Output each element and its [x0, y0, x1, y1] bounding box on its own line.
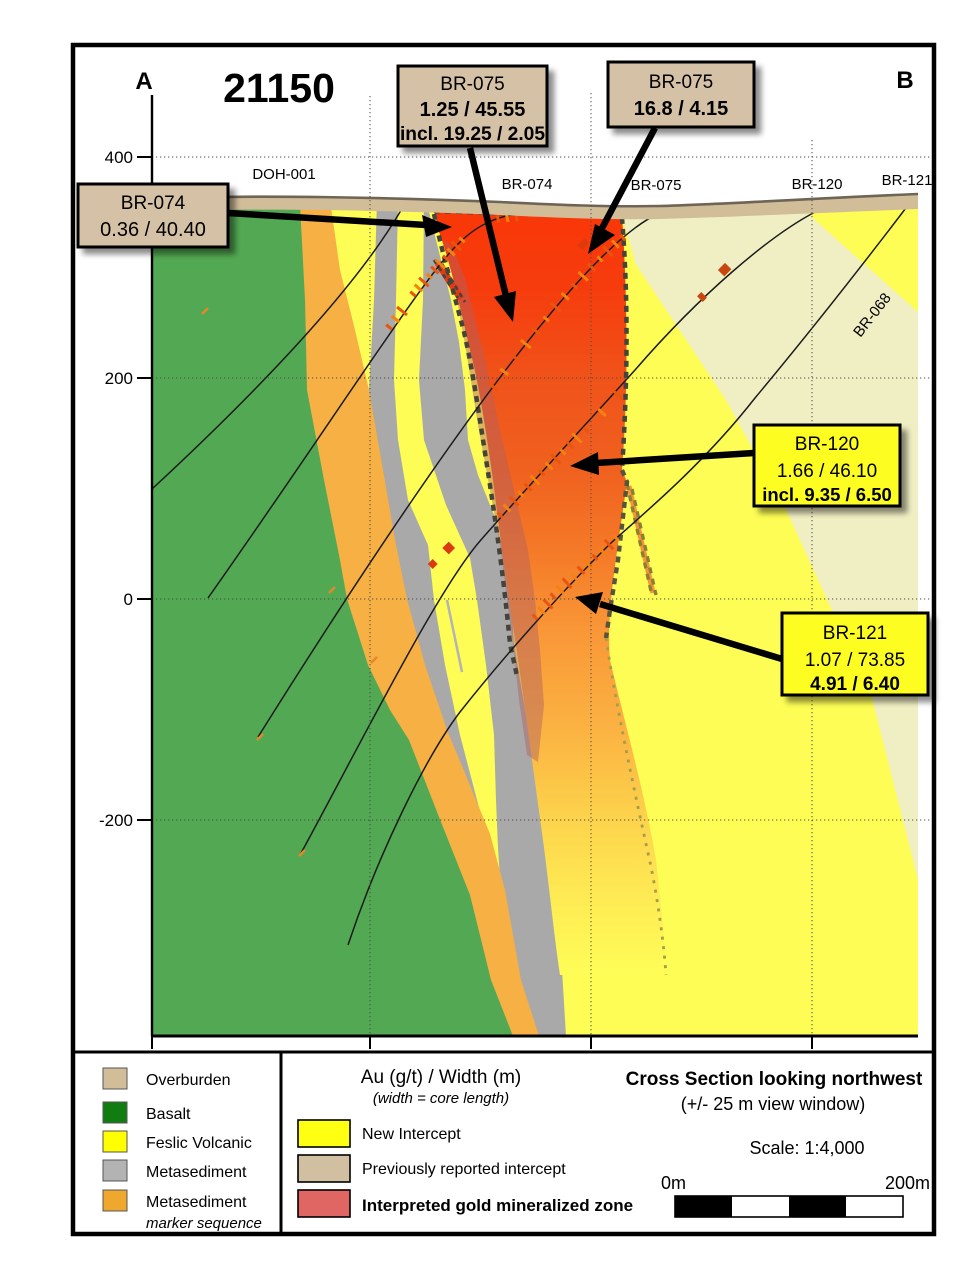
svg-text:21150: 21150	[223, 65, 335, 111]
svg-text:Metasediment: Metasediment	[146, 1164, 247, 1181]
svg-text:B: B	[896, 67, 913, 94]
svg-text:1.25 / 45.55: 1.25 / 45.55	[420, 99, 526, 121]
svg-text:BR-075: BR-075	[649, 72, 713, 93]
svg-text:1.66 / 46.10: 1.66 / 46.10	[777, 461, 877, 482]
svg-text:200: 200	[105, 369, 133, 388]
svg-text:(+/- 25 m view window): (+/- 25 m view window)	[681, 1094, 866, 1114]
svg-text:Metasediment: Metasediment	[146, 1194, 247, 1211]
svg-text:Overburden: Overburden	[146, 1072, 231, 1089]
svg-text:BR-075: BR-075	[631, 177, 682, 194]
svg-text:BR-075: BR-075	[440, 74, 504, 95]
svg-text:Cross Section looking northwes: Cross Section looking northwest	[626, 1069, 923, 1090]
svg-text:Previously reported intercept: Previously reported intercept	[362, 1161, 566, 1178]
svg-text:4.91 / 6.40: 4.91 / 6.40	[810, 674, 900, 695]
svg-text:BR-121: BR-121	[882, 172, 933, 189]
svg-text:-200: -200	[99, 811, 133, 830]
svg-text:BR-120: BR-120	[792, 176, 843, 193]
svg-text:200m: 200m	[885, 1173, 930, 1193]
svg-text:BR-074: BR-074	[502, 176, 553, 193]
svg-text:New Intercept: New Intercept	[362, 1126, 461, 1143]
svg-text:400: 400	[105, 148, 133, 167]
svg-text:marker sequence: marker sequence	[146, 1215, 262, 1232]
svg-text:0m: 0m	[661, 1173, 686, 1193]
svg-text:incl. 19.25 / 2.05: incl. 19.25 / 2.05	[400, 124, 545, 145]
svg-text:Interpreted gold mineralized z: Interpreted gold mineralized zone	[362, 1196, 633, 1215]
svg-text:Feslic Volcanic: Feslic Volcanic	[146, 1135, 252, 1152]
svg-text:1.07 / 73.85: 1.07 / 73.85	[805, 650, 905, 671]
svg-text:0.36 / 40.40: 0.36 / 40.40	[100, 219, 206, 241]
svg-text:BR-120: BR-120	[795, 434, 859, 455]
svg-text:Au (g/t) / Width (m): Au (g/t) / Width (m)	[361, 1067, 521, 1088]
svg-text:0: 0	[124, 590, 133, 609]
svg-text:DOH-001: DOH-001	[252, 166, 315, 183]
svg-text:A: A	[135, 68, 152, 95]
svg-text:incl. 9.35 / 6.50: incl. 9.35 / 6.50	[762, 484, 892, 505]
svg-text:BR-074: BR-074	[121, 193, 186, 214]
svg-text:(width = core length): (width = core length)	[373, 1090, 509, 1107]
svg-text:Scale: 1:4,000: Scale: 1:4,000	[749, 1138, 864, 1158]
svg-text:BR-121: BR-121	[823, 623, 887, 644]
svg-text:16.8 / 4.15: 16.8 / 4.15	[634, 98, 729, 120]
svg-text:Basalt: Basalt	[146, 1106, 191, 1123]
